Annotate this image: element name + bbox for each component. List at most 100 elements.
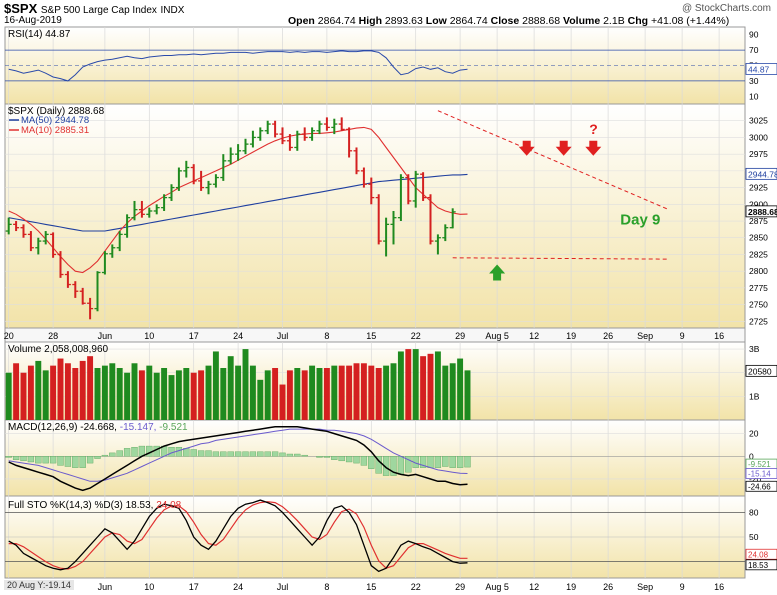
volume-bar bbox=[242, 349, 249, 420]
macd-histogram-bar bbox=[301, 454, 308, 457]
close-label: Close bbox=[490, 15, 520, 27]
x-tick-label-6: Jul bbox=[277, 331, 289, 341]
candle bbox=[64, 271, 71, 288]
candle bbox=[94, 271, 101, 312]
volume-bar bbox=[434, 351, 441, 420]
volume-bar bbox=[346, 365, 353, 420]
price-y-tick-6: 2875 bbox=[749, 216, 768, 226]
macd-histogram-bar bbox=[131, 447, 138, 457]
macd-histogram-bar bbox=[42, 456, 49, 464]
panel-price bbox=[4, 103, 746, 329]
candle bbox=[309, 127, 316, 141]
macd-histogram-bar bbox=[442, 456, 449, 467]
volume-bar bbox=[353, 363, 360, 420]
x-tick-label-4: 17 bbox=[189, 331, 199, 341]
volume-bar bbox=[212, 351, 219, 420]
volume-bar bbox=[220, 368, 227, 420]
candle bbox=[13, 221, 20, 232]
volume-bar bbox=[183, 368, 190, 420]
symbol: $SPX bbox=[4, 1, 38, 16]
candle bbox=[101, 251, 108, 275]
candle bbox=[190, 164, 197, 185]
macd-hist-legend-value: -9.521 bbox=[159, 422, 188, 433]
vol-y-tick-2: 3B bbox=[749, 344, 760, 354]
volume-bar bbox=[383, 365, 390, 420]
x-tick-label-bottom-13: 19 bbox=[566, 582, 576, 592]
macd-legend: MACD(12,26,9) -24.668, -15.147, -9.521 bbox=[8, 422, 188, 433]
volume-bar bbox=[50, 365, 57, 420]
candle bbox=[116, 231, 123, 252]
candle bbox=[35, 237, 42, 255]
volume-bar bbox=[264, 370, 271, 420]
x-tick-label-16: 9 bbox=[680, 331, 685, 341]
x-tick-label-bottom-15: Sep bbox=[637, 582, 653, 592]
question-mark: ? bbox=[589, 121, 598, 137]
sto-k-line bbox=[8, 499, 468, 573]
open-label: Open bbox=[288, 15, 315, 27]
ma10-legend: MA(10) 2885.31 bbox=[21, 125, 89, 136]
low-value: 2864.74 bbox=[449, 15, 488, 27]
symbol-name: S&P 500 Large Cap Index bbox=[40, 5, 157, 16]
volume-bar bbox=[161, 368, 168, 420]
macd-histogram-bar bbox=[205, 450, 212, 457]
macd-line bbox=[8, 426, 468, 492]
symbol-exchange: INDX bbox=[160, 5, 185, 16]
macd-histogram-bar bbox=[197, 450, 205, 457]
x-tick-label-2: Jun bbox=[98, 331, 113, 341]
volume-bar bbox=[368, 365, 375, 420]
volume-bar bbox=[20, 372, 27, 420]
volume-bar bbox=[338, 365, 345, 420]
close-last-value: 2888.68 bbox=[748, 207, 777, 217]
candle bbox=[124, 214, 131, 238]
volume-bar bbox=[360, 363, 367, 420]
macd-histogram-bar bbox=[338, 456, 345, 462]
day9-label: Day 9 bbox=[620, 211, 660, 228]
candle bbox=[331, 118, 338, 135]
volume-bar bbox=[138, 370, 145, 420]
sto-last-box-0 bbox=[745, 548, 777, 560]
vol-last-box bbox=[745, 364, 777, 377]
sto-last-value-0: 24.08 bbox=[748, 550, 769, 559]
macd-histogram-bar bbox=[234, 451, 242, 457]
symbol-title: $SPX S&P 500 Large Cap Index INDX bbox=[4, 1, 184, 16]
candle bbox=[235, 144, 242, 161]
candle bbox=[397, 174, 404, 222]
price-y-tick-8: 2925 bbox=[749, 183, 768, 193]
x-tick-label-5: 24 bbox=[233, 331, 243, 341]
x-tick-label-bottom-11: Aug 5 bbox=[485, 582, 509, 592]
macd-histogram-bar bbox=[360, 456, 368, 466]
volume-bar bbox=[464, 370, 471, 420]
candle bbox=[183, 160, 190, 178]
volume-bar bbox=[249, 365, 256, 420]
candle bbox=[264, 120, 271, 135]
open-value: 2864.74 bbox=[317, 15, 356, 27]
candle bbox=[412, 170, 419, 208]
macd-y-tick-2: -20 bbox=[749, 474, 762, 484]
down-arrow-icon bbox=[585, 140, 602, 156]
candle bbox=[390, 210, 397, 245]
cursor-readout: 20 Aug Y:-19.14 bbox=[4, 580, 74, 590]
price-y-tick-2: 2775 bbox=[749, 283, 768, 293]
sto-last-box-1 bbox=[745, 559, 777, 571]
candle bbox=[205, 180, 212, 195]
candle bbox=[198, 170, 205, 191]
candle bbox=[131, 200, 138, 221]
rsi-last-value: 44.87 bbox=[748, 64, 770, 74]
panel-macd bbox=[4, 419, 746, 497]
close-last-box bbox=[745, 205, 777, 218]
rsi-last-box bbox=[745, 63, 777, 75]
volume-bar bbox=[79, 360, 86, 420]
candle bbox=[20, 224, 27, 238]
macd-signal-line bbox=[8, 428, 468, 482]
x-tick-label-bottom-3: 10 bbox=[144, 582, 154, 592]
macd-histogram-bar bbox=[331, 456, 338, 460]
candle bbox=[79, 287, 86, 305]
volume-bar bbox=[390, 363, 397, 420]
volume-bar bbox=[412, 349, 419, 420]
sto-y-tick-0: 80 bbox=[749, 507, 759, 517]
x-tick-label-11: Aug 5 bbox=[485, 331, 509, 341]
candle bbox=[338, 117, 345, 131]
volume-bar bbox=[309, 365, 316, 420]
macd-histogram-bar bbox=[101, 454, 109, 457]
macd-histogram-bar bbox=[94, 456, 101, 459]
